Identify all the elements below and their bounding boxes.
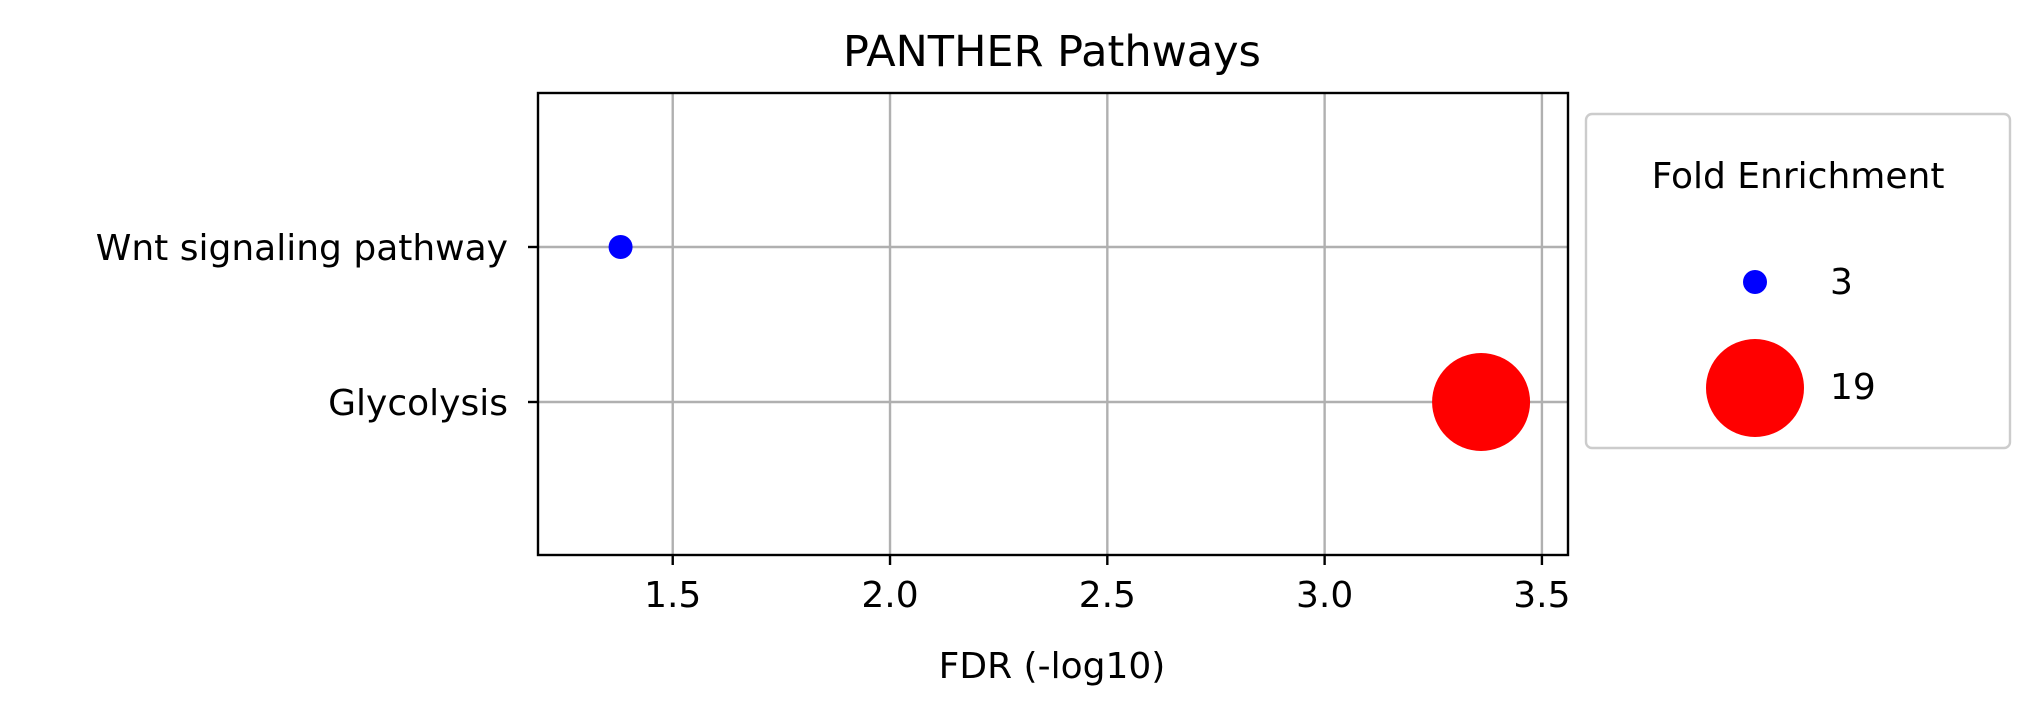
data-point (608, 235, 633, 259)
x-axis-ticks: 1.5 2.0 2.5 3.0 3.5 (644, 555, 1571, 616)
x-tick-label: 3.0 (1296, 575, 1353, 616)
legend-title: Fold Enrichment (1652, 156, 1945, 197)
legend-label-19: 19 (1830, 367, 1876, 408)
x-axis-label: FDR (-log10) (939, 646, 1166, 687)
legend-frame (1584, 112, 2012, 450)
x-tick-label: 2.0 (861, 575, 918, 616)
legend-marker-19 (1706, 339, 1804, 437)
grid (538, 93, 1568, 555)
data-points (608, 235, 1531, 451)
y-category-label: Glycolysis (328, 383, 508, 424)
legend-label-3: 3 (1830, 262, 1853, 303)
x-tick-label: 3.5 (1513, 575, 1570, 616)
legend: Fold Enrichment 3 19 (1584, 112, 2012, 450)
x-tick-label: 2.5 (1079, 575, 1136, 616)
data-point (1432, 353, 1531, 451)
x-tick-label: 1.5 (644, 575, 701, 616)
legend-marker-3 (1743, 270, 1767, 294)
y-axis-ticks: Wnt signaling pathway Glycolysis (96, 228, 538, 424)
y-category-label: Wnt signaling pathway (96, 228, 508, 269)
plot-frame (536, 91, 1570, 557)
chart-title: PANTHER Pathways (843, 27, 1261, 77)
